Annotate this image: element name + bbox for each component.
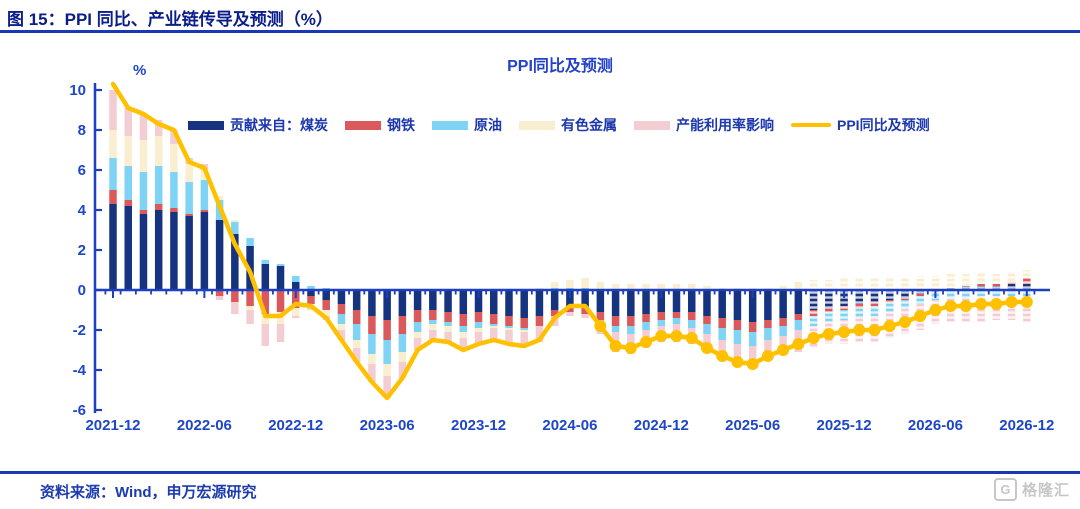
svg-text:2023-06: 2023-06 — [360, 417, 415, 434]
chart-legend: 贡献来自：煤炭 钢铁 原油 有色金属 产能利用率影响 PPI同比及预测 — [188, 115, 930, 135]
legend-item-steel: 钢铁 — [345, 115, 415, 135]
legend-label: 产能利用率影响 — [676, 117, 774, 133]
footer-divider — [0, 471, 1080, 474]
svg-text:-2: -2 — [73, 322, 86, 339]
svg-text:2024-06: 2024-06 — [542, 417, 597, 434]
svg-text:2021-12: 2021-12 — [85, 417, 140, 434]
svg-text:2023-12: 2023-12 — [451, 417, 506, 434]
legend-item-oil: 原油 — [432, 115, 502, 135]
svg-text:-6: -6 — [73, 402, 86, 419]
legend-label: 有色金属 — [561, 117, 617, 133]
y-axis-unit-label: % — [133, 62, 147, 79]
chart-title: PPI同比及预测 — [507, 58, 613, 75]
svg-text:10: 10 — [69, 82, 86, 99]
svg-text:-4: -4 — [73, 362, 87, 379]
legend-item-capacity: 产能利用率影响 — [634, 115, 774, 135]
header-divider — [0, 30, 1080, 33]
source-note: 资料来源：Wind，申万宏源研究 — [40, 484, 257, 501]
svg-text:2025-12: 2025-12 — [817, 417, 872, 434]
legend-label: 贡献来自：煤炭 — [230, 117, 328, 133]
svg-text:8: 8 — [78, 122, 86, 139]
svg-text:2026-12: 2026-12 — [999, 417, 1054, 434]
legend-item-nonferrous: 有色金属 — [519, 115, 617, 135]
svg-text:2022-12: 2022-12 — [268, 417, 323, 434]
legend-label: 原油 — [474, 117, 502, 133]
svg-text:2: 2 — [78, 242, 86, 259]
legend-label: PPI同比及预测 — [837, 117, 930, 133]
nonferrous-swatch — [519, 120, 555, 130]
coal-swatch — [188, 120, 224, 130]
svg-text:2025-06: 2025-06 — [725, 417, 780, 434]
legend-item-ppi-line: PPI同比及预测 — [791, 115, 930, 135]
svg-text:2026-06: 2026-06 — [908, 417, 963, 434]
figure-title: 图 15：PPI 同比、产业链传导及预测（%） — [7, 10, 333, 29]
svg-text:2024-12: 2024-12 — [634, 417, 689, 434]
svg-text:0: 0 — [78, 282, 86, 299]
svg-text:6: 6 — [78, 162, 86, 179]
gelonghui-logo: G 格隆汇 — [993, 478, 1070, 501]
svg-text:4: 4 — [78, 202, 87, 219]
svg-text:2022-06: 2022-06 — [177, 417, 232, 434]
gelonghui-logo-icon: G — [993, 478, 1017, 501]
ppi-line-swatch — [791, 123, 831, 127]
legend-item-coal: 贡献来自：煤炭 — [188, 115, 328, 135]
steel-swatch — [345, 120, 381, 130]
gelonghui-logo-text: 格隆汇 — [1021, 482, 1070, 499]
legend-label: 钢铁 — [387, 117, 415, 133]
oil-swatch — [432, 120, 468, 130]
capacity-swatch — [634, 120, 670, 130]
